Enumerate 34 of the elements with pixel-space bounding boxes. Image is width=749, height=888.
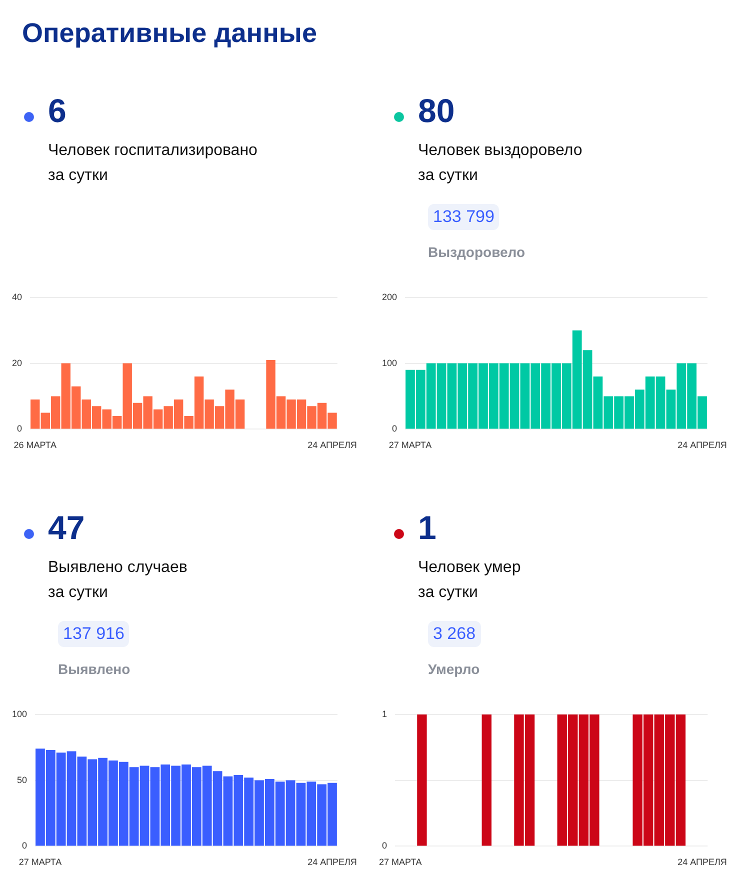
chart-subtitle: Человек госпитализировано за сутки: [48, 141, 258, 186]
y-tick-label: 200: [382, 292, 398, 302]
chart-subtitle: Человек умер за сутки: [418, 558, 521, 603]
text: Умерло: [428, 661, 480, 677]
chart-title: 80: [418, 92, 455, 130]
x-tick-label: 27 МАРТА: [378, 857, 422, 868]
x-tick-label: 24 АПРЕЛЯ: [678, 440, 727, 450]
x-tick-label: 27 МАРТА: [18, 857, 62, 868]
chart-subtitle: Человек выздоровело за сутки: [418, 141, 582, 186]
y-tick-label: 0: [16, 424, 22, 434]
y-tick-label: 1: [382, 708, 388, 719]
x-tick-label: 24 АПРЕЛЯ: [308, 857, 357, 868]
y-tick-label: 20: [12, 358, 22, 368]
text: Выявлено: [58, 661, 130, 677]
text: 137 916: [58, 621, 130, 647]
y-tick-label: 0: [22, 840, 28, 851]
text: Оперативные данные: [22, 18, 317, 49]
y-tick-label: 0: [382, 840, 388, 851]
x-tick-label: 24 АПРЕЛЯ: [308, 440, 357, 450]
text: 133 799: [428, 204, 500, 230]
x-tick-label: 27 МАРТА: [388, 440, 432, 450]
chart-title: 47: [48, 509, 85, 547]
text: 3 268: [428, 621, 481, 647]
chart-title: 6: [48, 92, 66, 130]
chart-subtitle: Выявлено случаев за сутки: [48, 558, 188, 603]
x-tick-label: 24 АПРЕЛЯ: [678, 857, 727, 868]
y-tick-label: 0: [392, 424, 398, 434]
y-tick-label: 100: [382, 358, 398, 368]
chart-title: 1: [418, 509, 436, 547]
y-tick-label: 50: [17, 774, 28, 785]
y-tick-label: 100: [12, 708, 28, 719]
text: Выздоровело: [428, 244, 526, 260]
x-tick-label: 26 МАРТА: [14, 440, 57, 450]
y-tick-label: 40: [12, 292, 22, 302]
